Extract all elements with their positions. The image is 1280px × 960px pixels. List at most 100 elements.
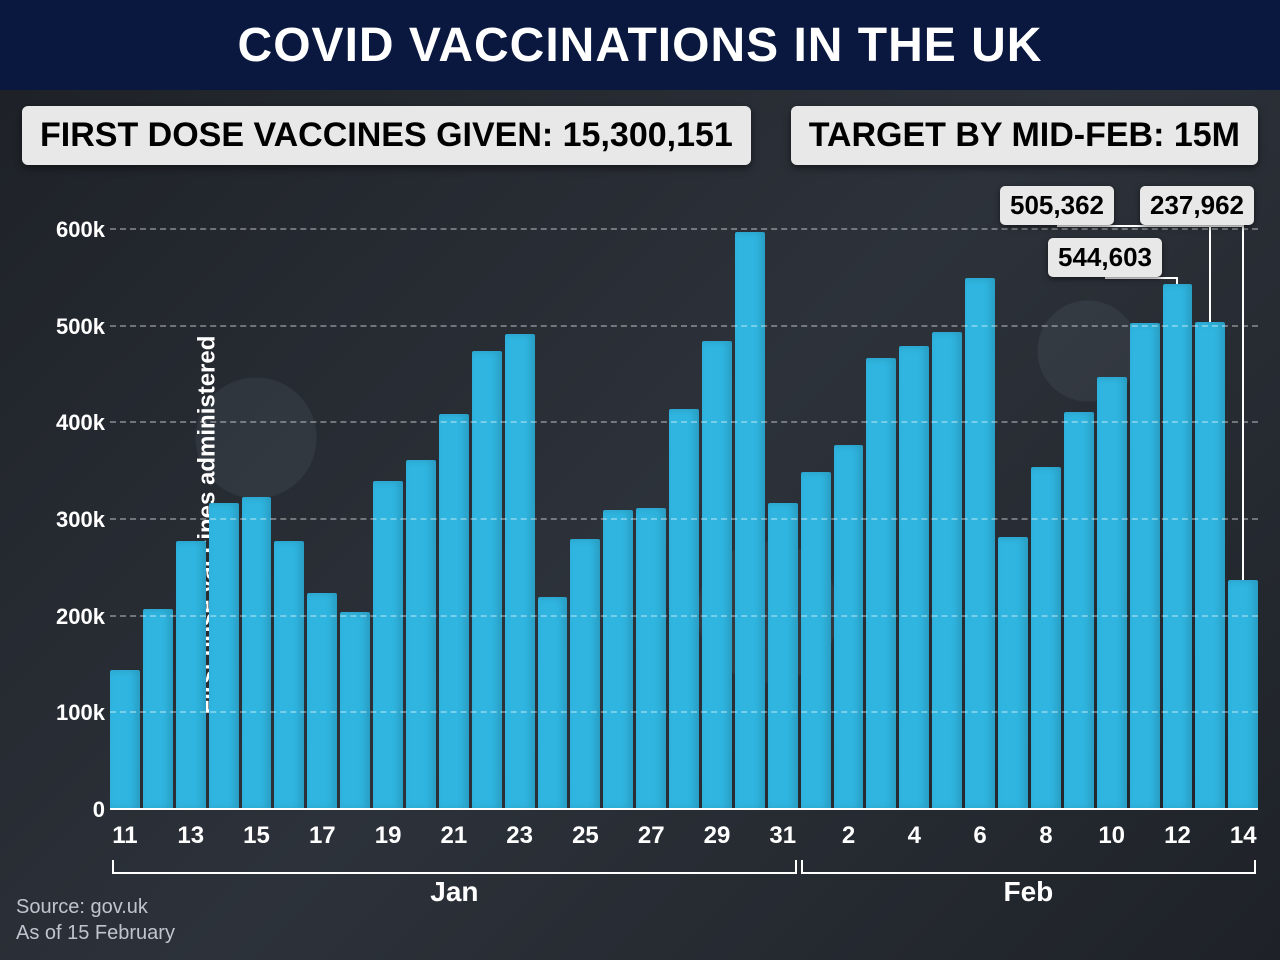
x-tick-label <box>735 822 765 850</box>
x-tick-label <box>801 822 831 850</box>
month-brackets: JanFeb <box>110 860 1258 920</box>
y-tick-label: 0 <box>45 797 105 823</box>
bar <box>735 232 765 810</box>
x-tick-label: 21 <box>439 822 469 850</box>
x-tick-label: 27 <box>636 822 666 850</box>
y-tick-label: 400k <box>45 410 105 436</box>
bar <box>899 346 929 810</box>
bar <box>505 334 535 810</box>
x-tick-label <box>669 822 699 850</box>
bar <box>570 539 600 810</box>
bar <box>834 445 864 810</box>
x-tick-label <box>274 822 304 850</box>
x-tick-label: 17 <box>307 822 337 850</box>
plot-area <box>110 230 1258 810</box>
bar <box>965 278 995 810</box>
bar <box>1097 377 1127 810</box>
x-tick-label: 29 <box>702 822 732 850</box>
bar <box>702 341 732 810</box>
y-tick-label: 100k <box>45 700 105 726</box>
bar <box>110 670 140 810</box>
x-tick-label: 14 <box>1228 822 1258 850</box>
bar <box>143 609 173 810</box>
stat-boxes: FIRST DOSE VACCINES GIVEN: 15,300,151 TA… <box>22 106 1258 165</box>
y-axis-ticks: 0100k200k300k400k500k600k <box>55 230 105 810</box>
bar <box>439 414 469 810</box>
x-tick-label: 13 <box>176 822 206 850</box>
bar <box>669 409 699 810</box>
bar <box>998 537 1028 810</box>
x-axis-labels: 11131517192123252729312468101214 <box>110 822 1258 850</box>
x-tick-label <box>538 822 568 850</box>
bracket-line <box>112 860 797 874</box>
x-tick-label <box>603 822 633 850</box>
value-callout: 544,603 <box>1048 238 1162 277</box>
grid-line <box>110 228 1258 230</box>
grid-line <box>110 325 1258 327</box>
bracket-line <box>801 860 1256 874</box>
x-tick-label <box>998 822 1028 850</box>
bar <box>801 472 831 810</box>
x-tick-label <box>1064 822 1094 850</box>
bar <box>406 460 436 810</box>
callout-leader <box>1242 225 1244 580</box>
x-tick-label: 23 <box>505 822 535 850</box>
bar <box>538 597 568 810</box>
bar <box>242 497 272 810</box>
y-tick-label: 300k <box>45 507 105 533</box>
y-tick-label: 500k <box>45 314 105 340</box>
source-line-1: Source: gov.uk <box>16 894 175 920</box>
x-tick-label: 25 <box>570 822 600 850</box>
bar <box>274 541 304 810</box>
x-tick-label <box>209 822 239 850</box>
bar <box>1163 284 1193 810</box>
x-axis-line <box>110 808 1258 810</box>
x-tick-label: 11 <box>110 822 140 850</box>
y-tick-label: 600k <box>45 217 105 243</box>
x-tick-label <box>143 822 173 850</box>
bar <box>1064 412 1094 810</box>
x-tick-label: 31 <box>768 822 798 850</box>
bar <box>603 510 633 810</box>
bar <box>932 332 962 811</box>
bar <box>636 508 666 810</box>
chart-title: COVID VACCINATIONS IN THE UK <box>238 18 1043 73</box>
x-tick-label: 19 <box>373 822 403 850</box>
bar <box>307 593 337 811</box>
value-callout: 237,962 <box>1140 186 1254 225</box>
x-tick-label: 4 <box>899 822 929 850</box>
grid-line <box>110 421 1258 423</box>
x-tick-label <box>340 822 370 850</box>
month-bracket: Feb <box>799 860 1258 920</box>
x-tick-label <box>406 822 436 850</box>
bar <box>209 503 239 810</box>
source-attribution: Source: gov.uk As of 15 February <box>16 894 175 946</box>
x-tick-label <box>472 822 502 850</box>
x-tick-label <box>932 822 962 850</box>
stat-target: TARGET BY MID-FEB: 15M <box>791 106 1258 165</box>
callout-leader <box>1057 225 1210 227</box>
month-label: Feb <box>799 876 1258 908</box>
x-tick-label <box>1130 822 1160 850</box>
bars-container <box>110 230 1258 810</box>
x-tick-label: 2 <box>834 822 864 850</box>
chart-area: FIRST DOSE VACCINES GIVEN: 15,300,151 TA… <box>0 90 1280 960</box>
value-callout: 505,362 <box>1000 186 1114 225</box>
y-tick-label: 200k <box>45 604 105 630</box>
x-tick-label: 15 <box>242 822 272 850</box>
bar <box>1195 322 1225 810</box>
x-tick-label <box>1195 822 1225 850</box>
title-bar: COVID VACCINATIONS IN THE UK <box>0 0 1280 90</box>
x-tick-label: 6 <box>965 822 995 850</box>
callout-leader <box>1197 225 1243 227</box>
grid-line <box>110 615 1258 617</box>
bar <box>373 481 403 810</box>
bar <box>768 503 798 810</box>
x-tick-label <box>866 822 896 850</box>
month-label: Jan <box>110 876 799 908</box>
bar <box>472 351 502 810</box>
bar <box>866 358 896 810</box>
x-tick-label: 12 <box>1163 822 1193 850</box>
grid-line <box>110 518 1258 520</box>
callout-leader <box>1209 225 1211 322</box>
